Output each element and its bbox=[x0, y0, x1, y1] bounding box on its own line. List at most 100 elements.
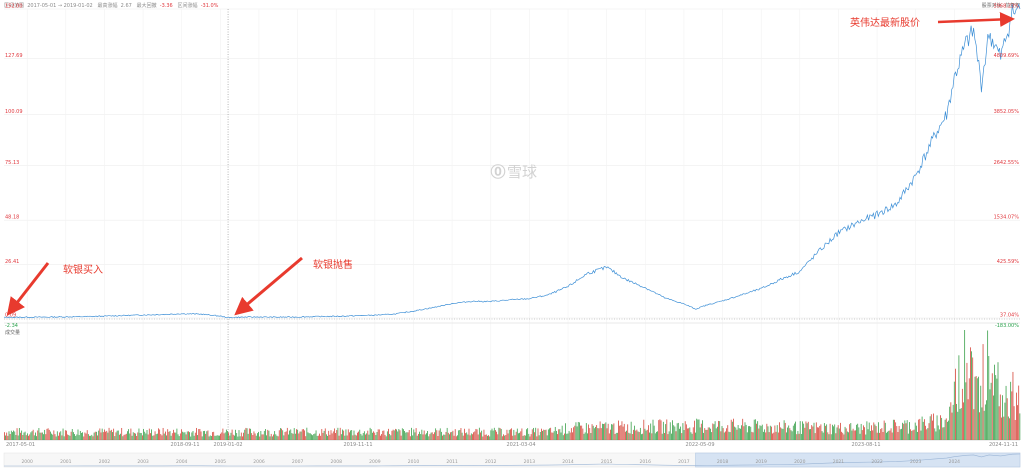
volume-bar bbox=[339, 427, 341, 440]
volume-bar bbox=[964, 330, 966, 440]
volume-bar bbox=[132, 432, 134, 440]
volume-bar bbox=[388, 428, 389, 440]
volume-bar bbox=[864, 427, 865, 440]
volume-bar bbox=[17, 435, 19, 440]
volume-bar bbox=[636, 429, 638, 440]
price-tick-label: 75.13 bbox=[5, 160, 19, 166]
volume-bar bbox=[403, 429, 404, 440]
volume-axis-label: 成交量 bbox=[5, 329, 20, 336]
volume-bar bbox=[138, 428, 140, 440]
volume-bar bbox=[308, 433, 310, 440]
volume-bar bbox=[761, 424, 763, 440]
volume-bar bbox=[714, 421, 716, 440]
volume-bar bbox=[909, 422, 910, 440]
volume-bar bbox=[859, 433, 861, 440]
volume-bar bbox=[773, 432, 775, 440]
volume-bar bbox=[607, 423, 609, 440]
volume-bar bbox=[38, 428, 40, 440]
volume-bar bbox=[615, 432, 617, 440]
volume-bar bbox=[135, 433, 136, 440]
volume-bar bbox=[656, 431, 657, 440]
volume-bar bbox=[370, 429, 372, 440]
volume-bar bbox=[432, 434, 434, 440]
volume-bar bbox=[683, 430, 685, 440]
compare-button[interactable]: 股票对比 bbox=[981, 3, 1002, 9]
volume-bar bbox=[27, 433, 28, 440]
price-tick-label: 152.00 bbox=[5, 4, 23, 10]
volume-bar bbox=[553, 431, 555, 440]
volume-bar bbox=[136, 435, 138, 440]
volume-bar bbox=[875, 426, 877, 440]
volume-bar bbox=[262, 434, 264, 440]
navigator-year-label: 2006 bbox=[253, 459, 265, 465]
volume-bar bbox=[128, 429, 129, 440]
volume-bar bbox=[988, 356, 990, 440]
navigator-year-label: 2002 bbox=[99, 459, 111, 465]
volume-bar bbox=[179, 433, 181, 440]
volume-bar bbox=[998, 406, 1000, 440]
volume-bar bbox=[225, 429, 227, 440]
volume-bar bbox=[13, 430, 14, 440]
volume-bar bbox=[500, 428, 502, 440]
volume-bar bbox=[73, 432, 74, 440]
volume-bar bbox=[638, 432, 640, 440]
volume-bar bbox=[743, 426, 745, 440]
volume-bar bbox=[259, 436, 261, 440]
volume-bar bbox=[40, 432, 42, 440]
volume-bar bbox=[886, 432, 887, 440]
volume-bar bbox=[710, 428, 711, 440]
volume-bar bbox=[484, 434, 486, 440]
volume-bar bbox=[818, 427, 819, 440]
volume-bar bbox=[235, 429, 236, 440]
volume-bar bbox=[567, 433, 569, 440]
volume-bar bbox=[587, 433, 588, 440]
volume-bar bbox=[974, 376, 976, 440]
volume-bar bbox=[199, 428, 201, 440]
volume-bar bbox=[530, 434, 532, 440]
volume-bar bbox=[822, 432, 824, 440]
volume-bar bbox=[336, 430, 338, 440]
volume-bar bbox=[989, 389, 991, 440]
volume-bar bbox=[395, 428, 396, 440]
volume-bar bbox=[821, 431, 823, 440]
volume-bar bbox=[125, 433, 127, 440]
volume-bar bbox=[635, 430, 637, 440]
volume-bar bbox=[990, 382, 992, 440]
volume-bar bbox=[411, 427, 412, 440]
volume-bar bbox=[354, 434, 356, 440]
volume-bar bbox=[867, 429, 869, 440]
volume-bar bbox=[159, 429, 161, 440]
volume-bar bbox=[614, 434, 616, 440]
volume-bar bbox=[850, 423, 852, 440]
volume-bar bbox=[238, 430, 240, 440]
volume-bar bbox=[934, 428, 936, 440]
volume-bar bbox=[863, 425, 864, 440]
volume-bar bbox=[968, 378, 970, 440]
volume-bar bbox=[422, 434, 424, 440]
volume-bar bbox=[168, 431, 170, 440]
volume-bar bbox=[61, 435, 63, 440]
volume-bar bbox=[625, 431, 626, 440]
volume-bar bbox=[290, 429, 292, 440]
volume-bar bbox=[10, 430, 12, 440]
volume-bar bbox=[930, 414, 932, 440]
range-value: 2017-05-01 → 2019-01-02 bbox=[27, 3, 93, 9]
volume-bar bbox=[754, 419, 756, 440]
volume-bar bbox=[497, 434, 499, 440]
volume-bar bbox=[421, 429, 423, 440]
date-label: 2017-05-01 bbox=[6, 442, 35, 448]
pct-tick-label: 5968.23% bbox=[994, 4, 1020, 10]
volume-bar bbox=[945, 418, 947, 440]
volume-bar bbox=[795, 421, 796, 440]
volume-bar bbox=[446, 427, 448, 440]
volume-bar bbox=[297, 429, 299, 440]
volume-bar bbox=[28, 435, 29, 440]
volume-bar bbox=[506, 429, 508, 440]
volume-bar bbox=[979, 412, 980, 440]
volume-bar bbox=[937, 425, 939, 440]
volume-bar bbox=[997, 362, 999, 440]
volume-bar bbox=[196, 427, 197, 440]
volume-bar bbox=[972, 357, 974, 440]
volume-bar bbox=[216, 435, 218, 440]
